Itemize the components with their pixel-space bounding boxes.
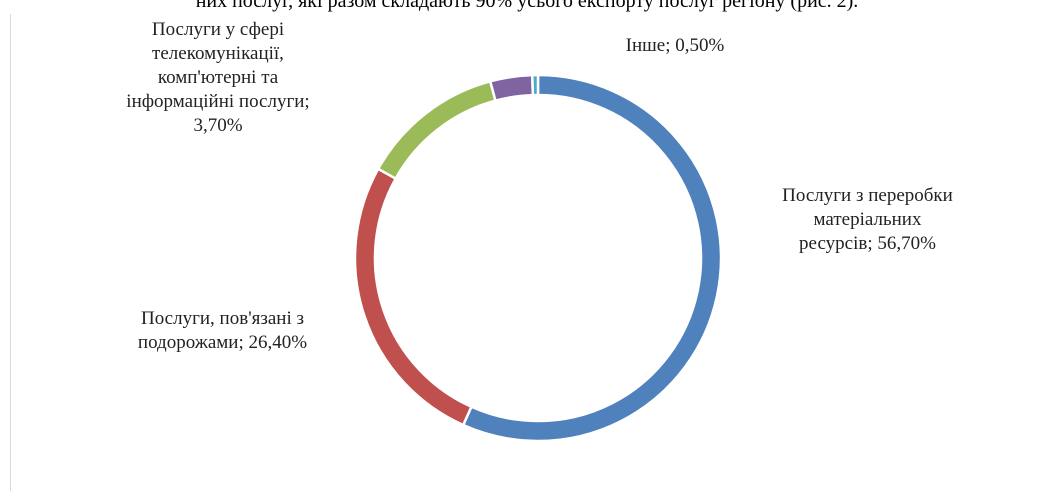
donut-slice [530,73,540,97]
value-label: ; 0,50% [665,35,725,56]
slice-label: Послуги, пов'язані з подорожами; 26,40% [105,307,340,355]
donut-slice [461,73,723,443]
donut-slice [488,73,535,103]
category-name: Інше [625,35,666,56]
slice-label: Послуги у сфері телекомунікації, комп'ют… [118,18,318,138]
category-name: Послуги з переробки матеріальних ресурсі… [782,185,953,254]
category-name: Послуги у сфері телекомунікації, комп'ют… [126,19,305,112]
donut-slice [376,79,498,181]
slice-label: Послуги з переробки матеріальних ресурсі… [775,184,960,256]
value-label: ; 26,40% [238,332,308,353]
value-label: ; 56,70% [867,233,936,254]
slice-label: Інше; 0,50% [595,34,755,58]
value-label: ; 3,70% [193,91,310,136]
donut-slice [353,167,474,427]
header-text: них послуг, які разом складають 90% усьо… [195,0,859,12]
chart-frame [10,14,11,491]
category-name: Послуги, пов'язані з подорожами [137,308,304,353]
